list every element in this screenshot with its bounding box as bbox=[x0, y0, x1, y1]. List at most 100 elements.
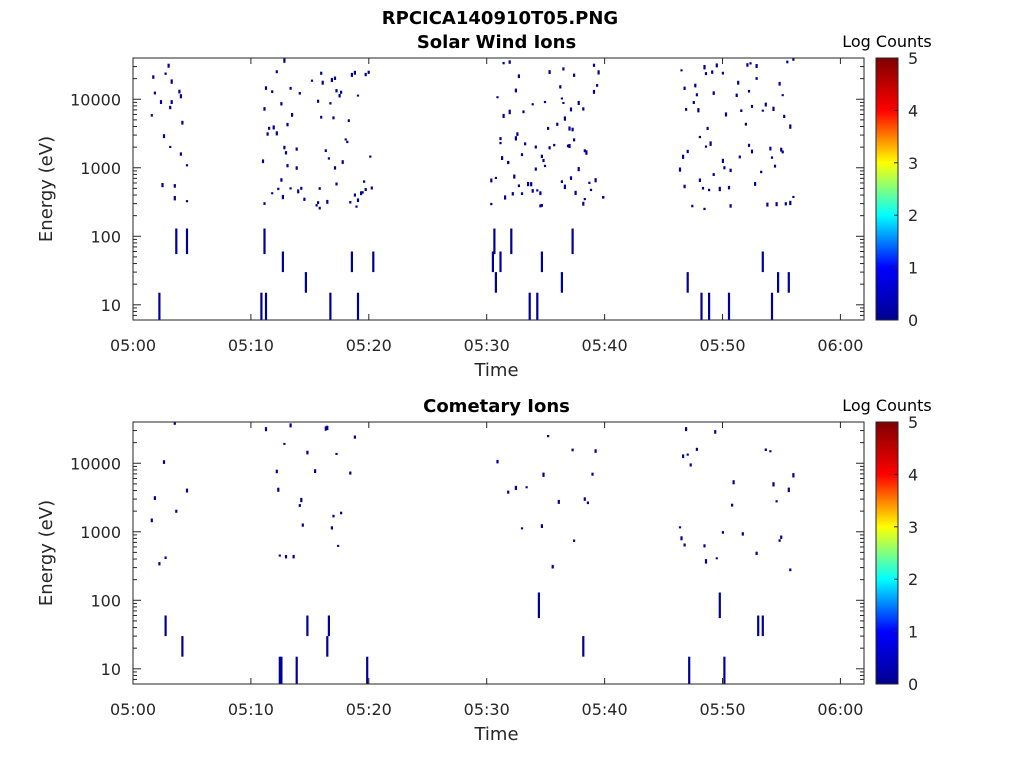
spectrogram-cell bbox=[539, 204, 542, 208]
spectrogram-cell bbox=[583, 149, 586, 153]
spectrogram-cell bbox=[757, 615, 760, 637]
spectrogram-cell bbox=[501, 156, 504, 160]
spectrogram-cells bbox=[150, 422, 795, 684]
plot-area bbox=[133, 422, 864, 684]
spectrogram-cell bbox=[775, 500, 778, 503]
spectrogram-cell bbox=[543, 164, 547, 168]
spectrogram-cell bbox=[159, 100, 163, 104]
spectrogram-cell bbox=[271, 192, 274, 195]
spectrogram-cell bbox=[329, 292, 332, 320]
spectrogram-cell bbox=[775, 202, 778, 207]
spectrogram-cell bbox=[264, 427, 268, 432]
spectrogram-cell bbox=[261, 159, 265, 164]
spectrogram-cell bbox=[264, 292, 268, 320]
spectrogram-cell bbox=[300, 186, 303, 190]
y-tick-label: 100 bbox=[90, 227, 121, 246]
spectrogram-cell bbox=[507, 490, 510, 494]
spectrogram-cell bbox=[531, 103, 534, 106]
x-tick-label: 05:10 bbox=[228, 700, 274, 719]
spectrogram-cell bbox=[162, 134, 166, 139]
spectrogram-cell bbox=[283, 145, 286, 150]
spectrogram-cell bbox=[740, 109, 743, 112]
spectrogram-cell bbox=[747, 143, 751, 147]
spectrogram-cell bbox=[760, 170, 763, 174]
x-tick-label: 05:50 bbox=[699, 336, 745, 355]
spectrogram-cell bbox=[703, 544, 706, 548]
y-axis-label: Energy (eV) bbox=[36, 136, 57, 242]
spectrogram-cell bbox=[491, 251, 494, 273]
spectrogram-cell bbox=[349, 201, 352, 204]
spectrogram-cell bbox=[263, 202, 266, 205]
spectrogram-cell bbox=[496, 96, 499, 99]
spectrogram-cell bbox=[310, 79, 314, 82]
spectrogram-cell bbox=[153, 91, 156, 95]
spectrogram-cell bbox=[317, 99, 320, 103]
spectrogram-cell bbox=[738, 155, 741, 159]
spectrogram-cell bbox=[704, 145, 708, 148]
spectrogram-cell bbox=[773, 164, 777, 168]
spectrogram-cell bbox=[185, 488, 189, 493]
spectrogram-cell bbox=[568, 144, 571, 148]
spectrogram-cell bbox=[683, 86, 686, 90]
spectrogram-cell bbox=[332, 116, 335, 120]
spectrogram-cell bbox=[280, 178, 283, 182]
spectrogram-cell bbox=[540, 524, 543, 528]
spectrogram-cell bbox=[517, 74, 520, 79]
spectrogram-cell bbox=[321, 80, 324, 85]
spectrogram-cell bbox=[583, 497, 586, 501]
spectrogram-cell bbox=[571, 228, 574, 255]
spectrogram-cell bbox=[514, 485, 517, 490]
spectrogram-cell bbox=[275, 70, 278, 74]
spectrogram-cell bbox=[264, 86, 268, 90]
spectrogram-cell bbox=[772, 106, 775, 111]
colorbar-tick-label: 5 bbox=[908, 413, 918, 432]
spectrogram-cell bbox=[314, 469, 317, 473]
spectrogram-cell bbox=[367, 70, 370, 74]
spectrogram-cell bbox=[534, 145, 537, 149]
spectrogram-cell bbox=[539, 191, 542, 196]
y-tick-label: 10 bbox=[101, 660, 121, 679]
spectrogram-cell bbox=[761, 251, 764, 273]
colorbar-tick-label: 0 bbox=[908, 311, 918, 330]
spectrogram-cell bbox=[700, 292, 703, 320]
spectrogram-cell bbox=[295, 656, 298, 684]
spectrogram-cell bbox=[682, 154, 685, 159]
spectrogram-cell bbox=[566, 144, 570, 148]
spectrogram-cell bbox=[344, 138, 347, 141]
spectrogram-cell bbox=[347, 119, 350, 122]
spectrogram-cell bbox=[281, 194, 284, 200]
colorbar-label: Log Counts bbox=[842, 396, 932, 415]
spectrogram-cell bbox=[715, 557, 718, 560]
spectrogram-cell bbox=[150, 114, 153, 117]
panel-title: Solar Wind Ions bbox=[417, 32, 576, 53]
spectrogram-cell bbox=[306, 615, 309, 637]
spectrogram-cell bbox=[695, 93, 698, 97]
spectrogram-cell bbox=[715, 63, 718, 68]
spectrogram-cell bbox=[185, 200, 189, 203]
spectrogram-cell bbox=[723, 656, 726, 684]
spectrogram-cell bbox=[333, 166, 337, 170]
spectrogram-cell bbox=[271, 90, 274, 93]
spectrogram-cell bbox=[780, 147, 783, 152]
spectrogram-cell bbox=[179, 152, 182, 156]
spectrogram-cell bbox=[540, 251, 543, 273]
spectrogram-cell bbox=[353, 435, 356, 439]
spectrogram-cell bbox=[714, 430, 717, 434]
spectrogram-cell bbox=[577, 100, 580, 105]
spectrogram-cell bbox=[692, 101, 695, 104]
spectrogram-cell bbox=[706, 126, 709, 130]
spectrogram-cell bbox=[548, 146, 551, 150]
spectrogram-cell bbox=[688, 656, 691, 684]
spectrogram-cell bbox=[517, 184, 520, 188]
spectrogram-cell bbox=[516, 132, 519, 136]
spectrogram-cell bbox=[158, 562, 161, 566]
spectrogram-cell bbox=[729, 204, 732, 208]
spectrogram-cell bbox=[548, 70, 551, 74]
plot-area bbox=[133, 58, 864, 320]
spectrogram-cell bbox=[330, 526, 333, 530]
spectrogram-cell bbox=[778, 539, 781, 542]
spectrogram-cell bbox=[761, 615, 764, 637]
spectrogram-cell bbox=[303, 197, 306, 201]
spectrogram-cell bbox=[789, 200, 792, 206]
spectrogram-cell bbox=[744, 122, 747, 126]
